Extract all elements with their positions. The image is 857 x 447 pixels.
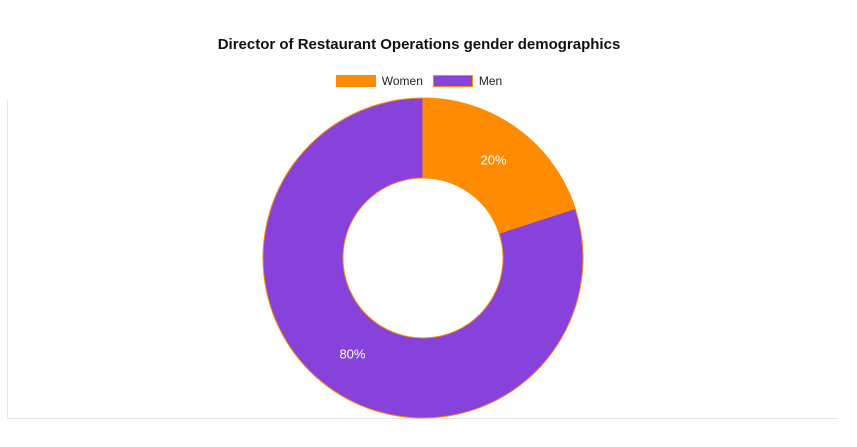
slice-label-women: 20% xyxy=(481,152,507,167)
chart-title: Director of Restaurant Operations gender… xyxy=(217,36,621,53)
legend-swatch-men xyxy=(432,75,473,87)
slices-group xyxy=(262,97,584,419)
slice-men[interactable] xyxy=(262,97,584,419)
slice-label-men: 80% xyxy=(339,347,365,362)
legend: Women Men xyxy=(0,74,838,88)
slice-women[interactable] xyxy=(422,97,576,234)
legend-item-men[interactable]: Men xyxy=(432,74,503,88)
legend-item-women[interactable]: Women xyxy=(335,74,423,88)
slice-labels-group: 20% 80% xyxy=(339,152,507,361)
legend-label-women: Women xyxy=(381,74,423,88)
legend-label-men: Men xyxy=(478,74,503,88)
legend-swatch-women xyxy=(335,75,376,87)
